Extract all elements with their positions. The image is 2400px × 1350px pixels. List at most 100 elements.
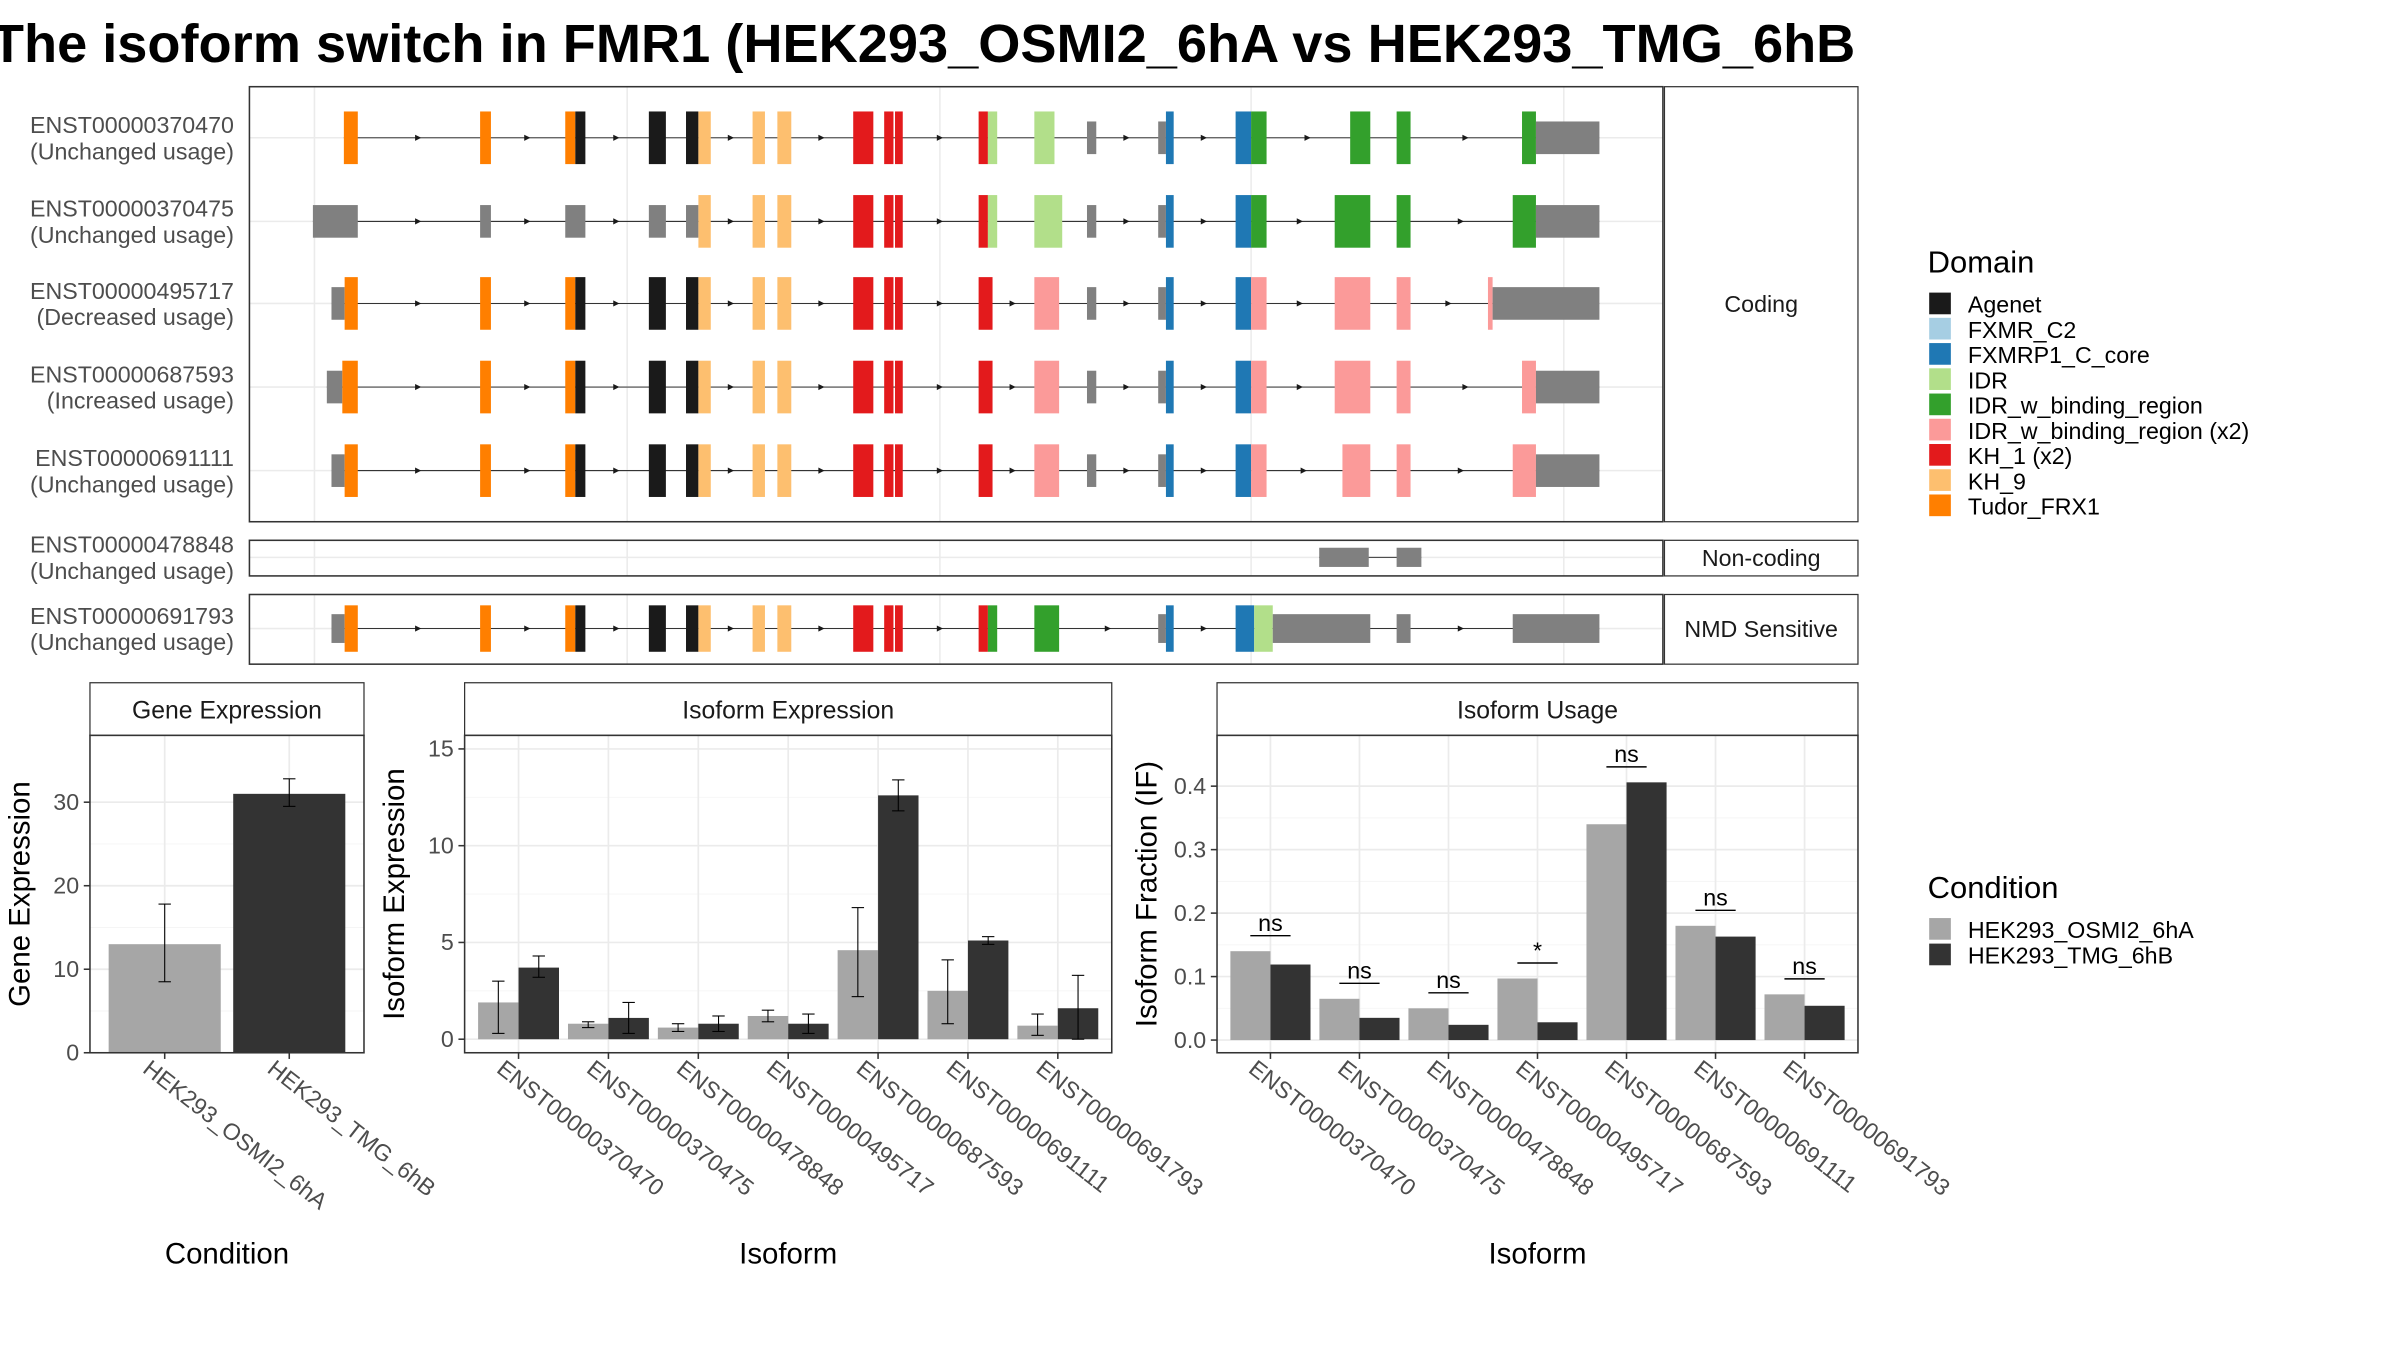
y-tick-label: 20 xyxy=(53,872,79,898)
domain-legend-label: IDR_w_binding_region (x2) xyxy=(1968,418,2249,444)
intron-direction-arrow xyxy=(1200,218,1207,225)
transcript-usage-label: (Unchanged usage) xyxy=(30,138,234,164)
exon-segment xyxy=(698,444,711,497)
exon-segment xyxy=(1165,360,1174,414)
bar xyxy=(878,795,919,1040)
exon-segment xyxy=(1086,287,1097,320)
exon-segment xyxy=(978,277,993,330)
exon-segment xyxy=(978,360,993,414)
structure-panel-border xyxy=(248,85,1664,523)
intron-direction-arrow xyxy=(818,134,825,141)
figure-title: The isoform switch in FMR1 (HEK293_OSMI2… xyxy=(0,14,1855,74)
structure-panel-border xyxy=(248,539,1664,577)
intron-direction-arrow xyxy=(727,383,735,391)
exon-segment xyxy=(1512,195,1536,248)
transcript-usage-label: (Unchanged usage) xyxy=(30,222,234,248)
x-axis-title: Isoform xyxy=(739,1237,837,1270)
intron-direction-arrow xyxy=(613,218,620,225)
exon-segment xyxy=(884,605,894,652)
exon-segment xyxy=(686,360,699,414)
bar xyxy=(657,1027,699,1040)
exon-segment xyxy=(978,605,988,652)
intron-direction-arrow xyxy=(415,218,422,225)
exon-segment xyxy=(1235,444,1252,497)
intron-direction-arrow xyxy=(613,300,620,307)
exon-segment xyxy=(1086,370,1097,404)
exon-segment xyxy=(1235,605,1255,652)
chart-strip xyxy=(89,682,365,736)
domain-legend-label: Tudor_FRX1 xyxy=(1968,494,2100,520)
bar xyxy=(747,1015,789,1040)
bar xyxy=(1764,994,1805,1041)
significance-label: ns xyxy=(1614,741,1639,767)
x-tick-label: ENST00000495717 xyxy=(1511,1055,1688,1201)
exon-segment xyxy=(1251,444,1267,497)
exon-segment xyxy=(853,605,874,652)
exon-segment xyxy=(1396,277,1411,330)
exon-segment xyxy=(1165,444,1174,497)
exon-segment xyxy=(565,277,576,330)
domain-legend-swatch xyxy=(1929,418,1951,441)
exon-segment xyxy=(777,360,792,414)
exon-segment xyxy=(1272,614,1371,643)
x-tick-label: ENST00000370475 xyxy=(582,1055,759,1201)
intron-direction-arrow xyxy=(524,218,531,225)
exon-segment xyxy=(575,277,586,330)
exon-segment xyxy=(1535,121,1600,155)
exon-segment xyxy=(752,605,765,652)
bar xyxy=(233,793,346,1053)
exon-segment xyxy=(1235,277,1252,330)
bar xyxy=(1626,782,1667,1041)
intron-direction-arrow xyxy=(1445,300,1452,307)
exon-segment xyxy=(1034,605,1060,652)
domain-legend-swatch xyxy=(1929,292,1951,315)
exon-segment xyxy=(1034,195,1063,248)
exon-segment xyxy=(575,444,586,497)
exon-segment xyxy=(1235,360,1252,414)
exon-segment xyxy=(853,195,874,248)
intron-direction-arrow xyxy=(415,383,422,391)
y-tick-label: 10 xyxy=(53,956,79,982)
intron-direction-arrow xyxy=(1009,383,1016,391)
exon-segment xyxy=(1034,360,1060,414)
intron-direction-arrow xyxy=(1123,383,1130,391)
bar xyxy=(1675,925,1716,1041)
exon-segment xyxy=(1396,195,1411,248)
exon-segment xyxy=(698,195,711,248)
chart-strip xyxy=(464,682,1113,736)
intron-direction-arrow xyxy=(727,134,735,141)
intron-direction-arrow xyxy=(1123,467,1130,474)
exon-segment xyxy=(895,444,903,497)
exon-segment xyxy=(343,111,358,165)
significance-label: ns xyxy=(1792,953,1817,979)
exon-segment xyxy=(884,277,894,330)
y-axis-title: Gene Expression xyxy=(4,781,37,1007)
exon-segment xyxy=(698,111,711,165)
intron-direction-arrow xyxy=(936,134,944,141)
exon-segment xyxy=(777,111,792,165)
domain-legend-label: IDR xyxy=(1968,367,2008,393)
exon-segment xyxy=(752,111,765,165)
exon-segment xyxy=(698,605,711,652)
x-tick-label: ENST00000691111 xyxy=(942,1055,1115,1198)
y-tick-label: 0.3 xyxy=(1174,836,1206,862)
exon-segment xyxy=(1492,287,1600,320)
bar xyxy=(967,940,1009,1040)
exon-segment xyxy=(1535,454,1600,487)
intron-direction-arrow xyxy=(1296,218,1303,225)
exon-segment xyxy=(326,370,343,404)
exon-segment xyxy=(686,205,699,238)
bar-charts: Gene Expression0102030HEK293_OSMI2_6hAHE… xyxy=(4,682,1955,1270)
transcript-usage-label: (Unchanged usage) xyxy=(30,471,234,497)
y-tick-label: 10 xyxy=(428,832,454,858)
intron-direction-arrow xyxy=(1462,134,1469,141)
exon-segment xyxy=(777,605,792,652)
intron-direction-arrow xyxy=(613,383,620,391)
exon-segment xyxy=(1158,121,1166,155)
exon-segment xyxy=(686,605,699,652)
exon-segment xyxy=(565,605,576,652)
transcript-usage-label: (Increased usage) xyxy=(47,388,234,414)
facet-strip xyxy=(1663,539,1859,577)
intron-direction-arrow xyxy=(1296,300,1303,307)
